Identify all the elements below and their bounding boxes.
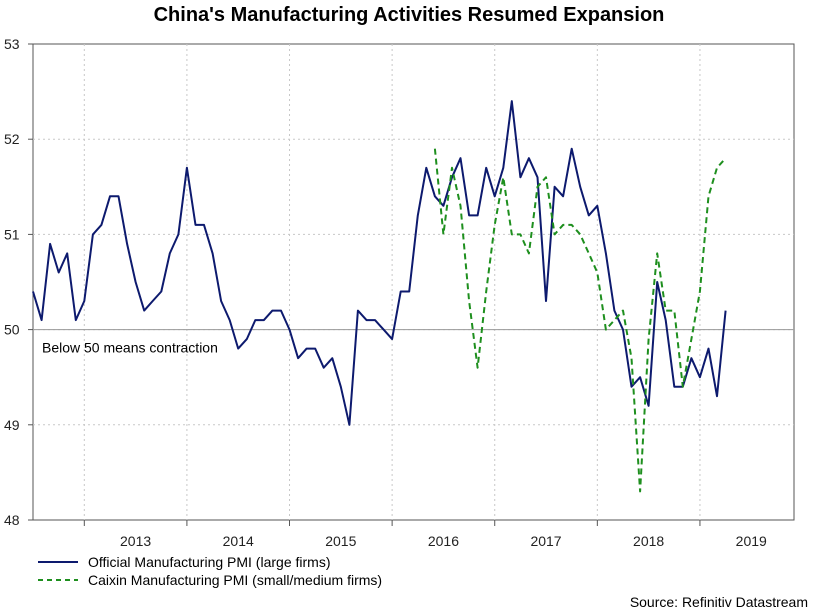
y-tick-label: 52 (4, 131, 20, 147)
x-tick-label: 2016 (428, 533, 459, 549)
y-tick-label: 49 (4, 417, 20, 433)
legend-label-official: Official Manufacturing PMI (large firms) (88, 554, 331, 570)
axis-layer: 48 49 50 51 52 53 2013 2014 2015 2016 2017 2018 2019 (4, 36, 767, 549)
y-tick-label: 48 (4, 512, 20, 528)
y-tick-label: 51 (4, 226, 20, 242)
chart-title: China's Manufacturing Activities Resumed… (153, 4, 665, 26)
x-tick-label: 2013 (120, 533, 151, 549)
source-note: Source: Refinitiv Datastream (629, 594, 808, 610)
x-tick-label: 2019 (736, 533, 767, 549)
plot-area-frame (32, 43, 795, 521)
x-tick-label: 2017 (530, 533, 561, 549)
legend: Official Manufacturing PMI (large firms)… (38, 553, 382, 589)
series-line-caixin (433, 148, 727, 493)
legend-item-official: Official Manufacturing PMI (large firms) (38, 553, 382, 571)
legend-item-caixin: Caixin Manufacturing PMI (small/medium f… (38, 571, 382, 589)
legend-label-caixin: Caixin Manufacturing PMI (small/medium f… (88, 572, 383, 588)
x-tick-label: 2018 (633, 533, 664, 549)
series-layer (32, 100, 727, 493)
legend-swatch-caixin (38, 579, 78, 581)
y-tick-label: 50 (4, 322, 20, 338)
y-tick-label: 53 (4, 36, 20, 52)
x-tick-label: 2015 (325, 533, 356, 549)
reference-note: Below 50 means contraction (42, 340, 218, 356)
legend-swatch-official (38, 561, 78, 563)
series-line-official (32, 100, 727, 426)
x-tick-label: 2014 (223, 533, 254, 549)
